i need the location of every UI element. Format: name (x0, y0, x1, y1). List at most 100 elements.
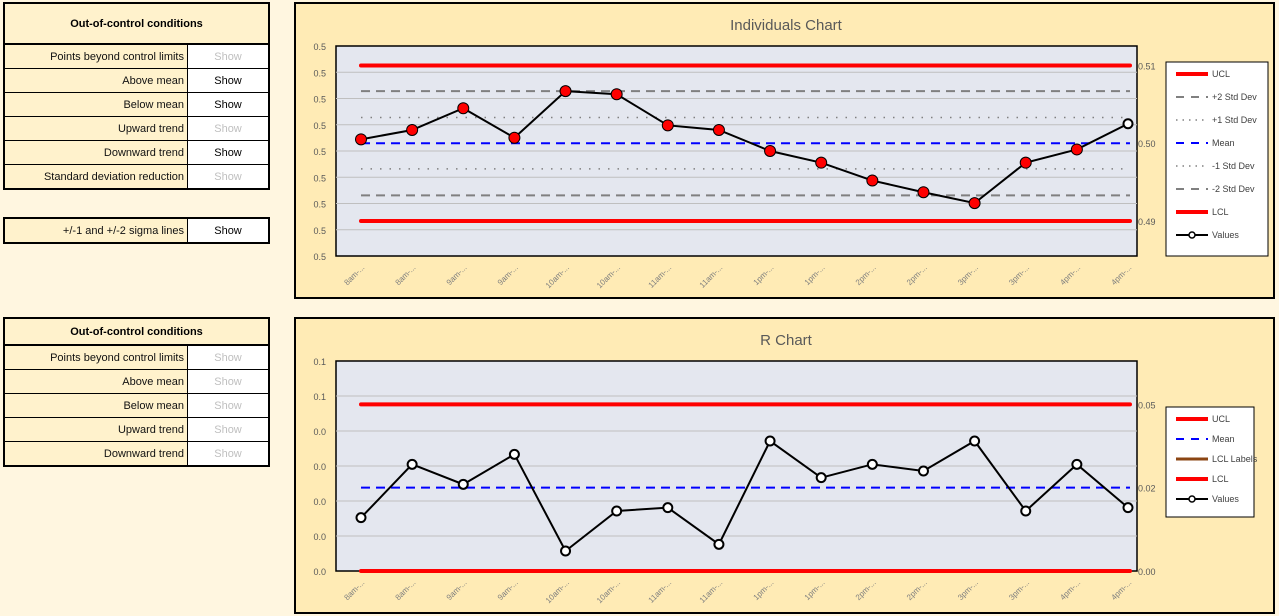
individuals-chart-plot: Individuals Chart 0.5 0.5 0.5 0.5 0.5 0.5 0.5 0.… (313, 17, 1269, 290)
show-button[interactable]: Show (187, 68, 270, 93)
values-line (360, 90, 1129, 205)
x-tick-label: 10am-... (595, 578, 622, 605)
condition-row: Points beyond control limits Show (3, 43, 270, 69)
data-point[interactable] (969, 435, 981, 447)
show-button[interactable]: Show (187, 393, 270, 418)
data-point[interactable] (713, 538, 725, 550)
y-tick-label: 0.5 (313, 173, 326, 183)
show-button[interactable]: Show (187, 116, 270, 141)
y-tick-label: 0.5 (313, 121, 326, 131)
show-button[interactable]: Show (187, 417, 270, 442)
data-point[interactable] (559, 85, 572, 98)
sigma-lines-label: +/-1 and +/-2 sigma lines (3, 217, 188, 244)
data-point[interactable] (508, 448, 520, 460)
data-point[interactable] (560, 545, 572, 557)
data-point[interactable] (1020, 505, 1032, 517)
condition-label: Downward trend (3, 441, 188, 467)
limit-value-label: 0.50 (1138, 139, 1156, 149)
data-point[interactable] (917, 465, 929, 477)
y-tick-label: 0.5 (313, 226, 326, 236)
table-title: Out-of-control conditions (4, 318, 269, 346)
data-point[interactable] (355, 512, 367, 524)
data-point[interactable] (968, 197, 981, 210)
data-point[interactable] (1122, 502, 1134, 514)
x-tick-label: 8am-... (394, 578, 418, 602)
condition-label: Standard deviation reduction (3, 164, 188, 190)
y-tick-label: 0.5 (313, 42, 326, 52)
data-point[interactable] (1070, 143, 1083, 156)
condition-row: Upward trend Show (3, 417, 270, 442)
x-tick-label: 3pm-... (1007, 263, 1031, 287)
x-tick-label: 9am-... (445, 263, 469, 287)
data-point[interactable] (406, 458, 418, 470)
individuals-chart: Individuals Chart 0.5 0.5 0.5 0.5 0.5 0.5 0.5 0.… (294, 2, 1275, 299)
data-point[interactable] (1122, 118, 1134, 130)
data-point[interactable] (457, 102, 470, 115)
x-tick-label: 4pm-... (1058, 263, 1082, 287)
x-tick-label: 9am-... (496, 578, 520, 602)
show-button[interactable]: Show (187, 43, 270, 69)
r-chart: R Chart 0.0 0.0 0.0 0.0 0.0 0.1 0.1 8am-... 8am-.… (294, 317, 1275, 614)
data-point[interactable] (917, 186, 930, 199)
y-tick-label: 0.0 (313, 462, 326, 472)
data-point[interactable] (815, 472, 827, 484)
individuals-conditions-table: Out-of-control conditions Points beyond … (3, 2, 270, 190)
x-tick-label: 2pm-... (854, 263, 878, 287)
limit-value-label: 0.49 (1138, 217, 1156, 227)
y-tick-label: 0.0 (313, 497, 326, 507)
x-tick-label: 2pm-... (854, 578, 878, 602)
x-tick-label: 9am-... (496, 263, 520, 287)
x-tick-label: 10am-... (544, 578, 571, 605)
legend-label: UCL (1212, 69, 1230, 79)
sigma-lines-show-button[interactable]: Show (187, 217, 270, 244)
data-point[interactable] (662, 502, 674, 514)
condition-row: Downward trend Show (3, 140, 270, 165)
data-point[interactable] (457, 478, 469, 490)
x-tick-label: 3pm-... (1007, 578, 1031, 602)
data-point[interactable] (815, 156, 828, 169)
legend-label: Values (1212, 494, 1239, 504)
show-button[interactable]: Show (187, 344, 270, 370)
y-tick-label: 0.5 (313, 68, 326, 78)
x-tick-label: 3pm-... (956, 263, 980, 287)
data-point[interactable] (712, 124, 725, 136)
x-tick-label: 11am-... (647, 578, 674, 605)
data-point[interactable] (1019, 156, 1032, 169)
data-point[interactable] (866, 458, 878, 470)
y-tick-label: 0.1 (313, 357, 326, 367)
legend-label: UCL (1212, 414, 1230, 424)
data-point[interactable] (764, 435, 776, 447)
show-button[interactable]: Show (187, 369, 270, 394)
legend-label: LCL Labels (1212, 454, 1258, 464)
show-button[interactable]: Show (187, 441, 270, 467)
data-point[interactable] (661, 119, 674, 132)
legend-label: Values (1212, 230, 1239, 240)
condition-row: Below mean Show (3, 393, 270, 418)
show-button[interactable]: Show (187, 164, 270, 190)
data-point[interactable] (355, 133, 367, 146)
x-tick-label: 2pm-... (905, 578, 929, 602)
show-button[interactable]: Show (187, 92, 270, 117)
condition-row: Below mean Show (3, 92, 270, 117)
data-point[interactable] (764, 145, 777, 157)
legend-marker (1188, 231, 1196, 239)
condition-label: Points beyond control limits (3, 344, 188, 370)
show-button[interactable]: Show (187, 140, 270, 165)
condition-row: Downward trend Show (3, 441, 270, 467)
data-point[interactable] (406, 124, 419, 136)
x-tick-label: 4pm-... (1109, 578, 1133, 602)
condition-row: Above mean Show (3, 68, 270, 93)
limit-value-label: 0.02 (1138, 484, 1156, 494)
r-chart-plot: R Chart 0.0 0.0 0.0 0.0 0.0 0.1 0.1 8am-... 8am-.… (313, 332, 1258, 605)
data-point[interactable] (866, 174, 879, 187)
x-tick-label: 3pm-... (956, 578, 980, 602)
legend (1165, 61, 1269, 257)
condition-label: Above mean (3, 68, 188, 93)
data-point[interactable] (611, 505, 623, 517)
data-point[interactable] (508, 131, 521, 144)
condition-row: Above mean Show (3, 369, 270, 394)
condition-label: Upward trend (3, 116, 188, 141)
data-point[interactable] (1071, 458, 1083, 470)
data-point[interactable] (610, 88, 623, 101)
condition-label: Below mean (3, 92, 188, 117)
